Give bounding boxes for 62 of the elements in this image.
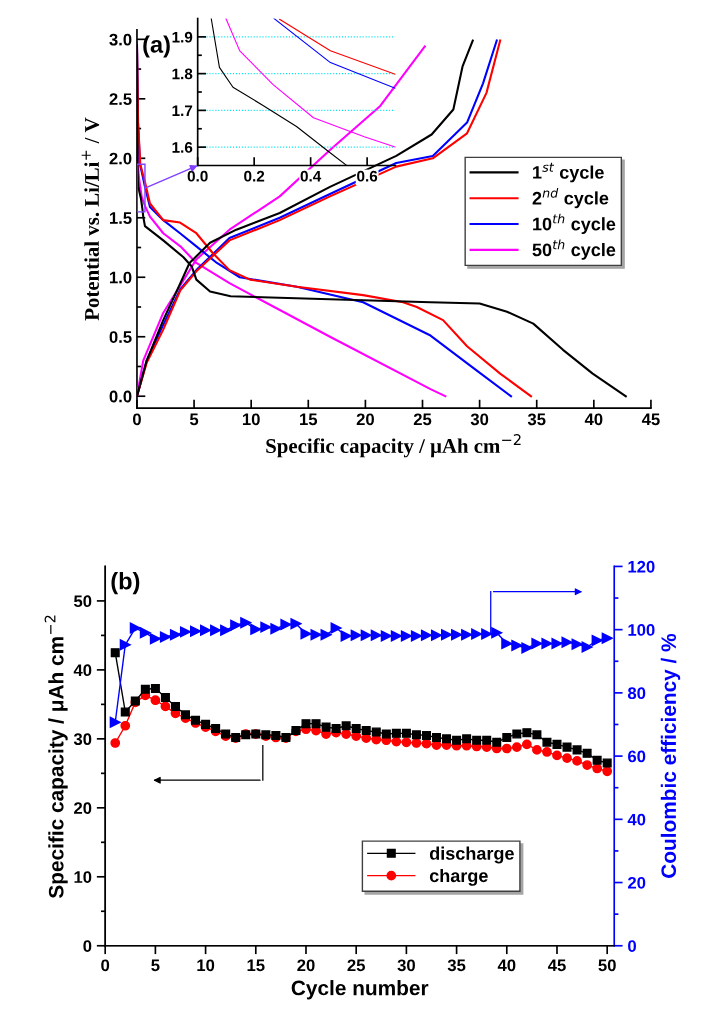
y-tick-label: 1.9: [172, 31, 193, 43]
x-tick-label: 0: [101, 959, 110, 972]
x-tick-label: 5: [151, 959, 160, 972]
x-tick-label: 40: [584, 413, 603, 426]
x-tick-label: 20: [297, 959, 315, 972]
x-tick-label: 40: [497, 959, 516, 972]
x-tick-label: 10: [197, 959, 215, 972]
x-tick-label: 0: [132, 413, 141, 426]
legend-label: discharge: [429, 846, 514, 864]
x-tick-label: 50: [598, 959, 616, 972]
y-tick-label: 2.0: [109, 152, 132, 165]
legend-label: 10$^{th}$ cycle: [533, 213, 616, 235]
y-tick-label: 50: [73, 595, 92, 608]
legend-label: 1$^{st}$ cycle: [533, 162, 604, 183]
x-tick-label: 30: [470, 413, 489, 426]
y-tick-label: 1.8: [172, 68, 193, 80]
y-tick-label: 0: [83, 940, 92, 952]
x-tick-label: 0.2: [244, 170, 265, 182]
y-tick-label: 2.5: [109, 93, 132, 106]
x-tick-label: 25: [413, 413, 432, 426]
legend-label: 50$^{th}$ cycle: [532, 239, 616, 260]
y2-tick-label: 100: [628, 624, 655, 636]
y-tick-label: 1.7: [172, 105, 193, 116]
x-axis-title: Specific capacity / μAh cm$^{−2}$: [266, 434, 521, 458]
y-tick-label: 1.5: [109, 212, 132, 224]
y-tick-label: 0.5: [109, 331, 132, 343]
x-tick-label: 25: [347, 959, 365, 972]
x-tick-label: 20: [356, 413, 374, 426]
y2-tick-label: 60: [628, 750, 646, 763]
y-tick-label: 1.6: [172, 142, 193, 153]
y-tick-label: 0.0: [109, 390, 132, 403]
y2-axis-title: Coulombic efficiency / %: [660, 633, 681, 878]
y-axis-title: Potential vs. Li/Li$^{+}$ / V: [81, 117, 100, 321]
x-tick-label: 15: [300, 413, 318, 426]
y-tick-label: 40: [73, 664, 92, 677]
y-tick-label: 20: [74, 802, 92, 815]
y-tick-label: 30: [73, 733, 92, 746]
x-tick-label: 45: [641, 413, 660, 426]
x-tick-label: 0.4: [300, 170, 322, 182]
y2-tick-label: 120: [628, 560, 655, 573]
y2-tick-label: 80: [627, 687, 646, 700]
y-axis-title: Specific capacity / μAh cm$^{−2}$: [44, 615, 68, 899]
x-tick-label: 10: [242, 413, 260, 426]
y-tick-label: 10: [74, 871, 92, 883]
y-tick-label: 1.0: [109, 271, 132, 284]
x-tick-label: 35: [527, 413, 546, 426]
x-tick-label: 0.6: [357, 170, 378, 182]
x-tick-label: 5: [189, 413, 199, 426]
y-tick-label: 3.0: [109, 33, 132, 46]
annotation: (b): [111, 572, 140, 595]
y2-tick-label: 40: [627, 813, 646, 826]
x-tick-label: 0.0: [187, 170, 208, 182]
x-tick-label: 15: [247, 959, 265, 972]
x-tick-label: 30: [397, 959, 415, 972]
legend-label: charge: [429, 868, 488, 886]
x-axis-title: Cycle number: [291, 980, 429, 1000]
y2-tick-label: 20: [627, 876, 646, 889]
annotation: (a): [143, 35, 170, 58]
x-tick-label: 35: [447, 959, 466, 972]
y2-tick-label: 0: [628, 940, 636, 952]
legend-label: 2$^{nd}$ cycle: [532, 187, 609, 209]
x-tick-label: 45: [547, 959, 566, 972]
